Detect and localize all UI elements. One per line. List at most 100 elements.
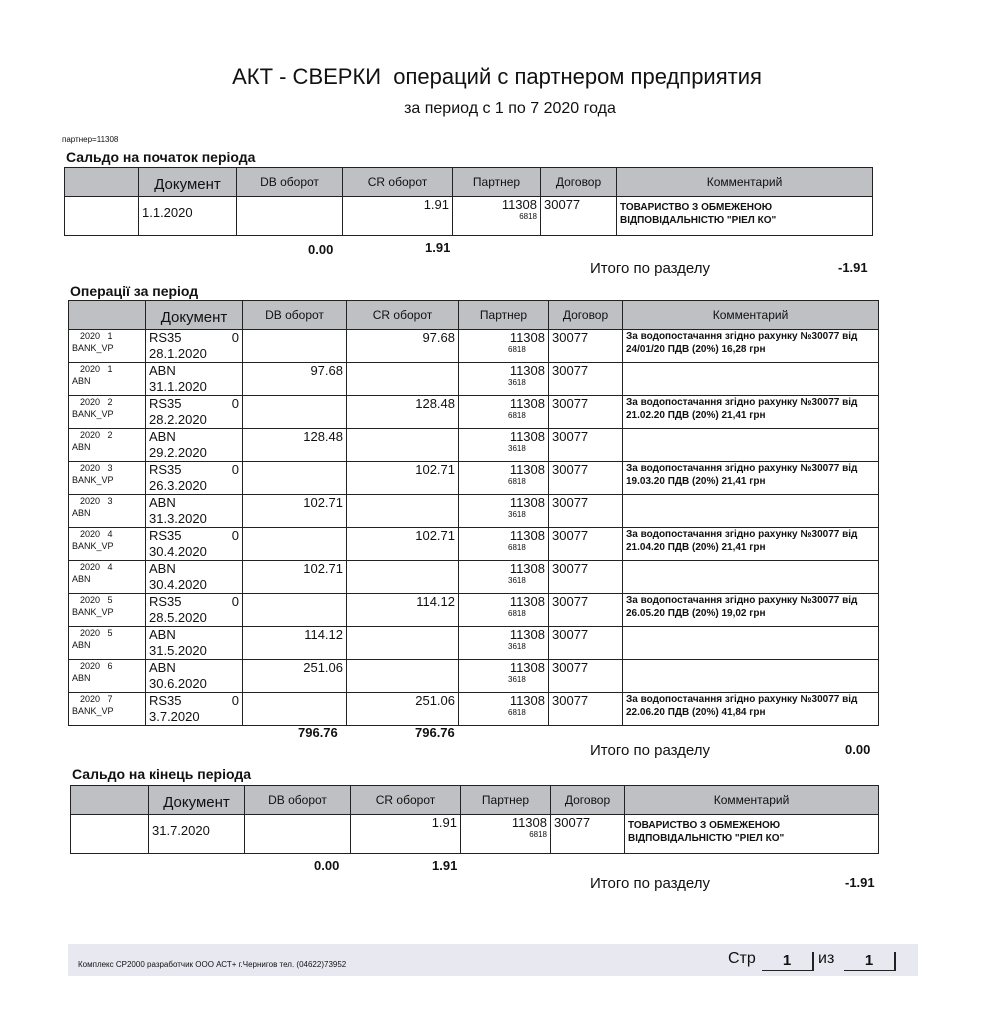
of-label: из [818,950,835,967]
cell-doc: RS35 0 26.3.2020 [145,461,243,495]
cell-partner: 11308 3618 [458,494,549,528]
cell-db: 251.06 [242,659,347,693]
cell-ref: 2020 2 ABN [68,428,146,462]
cell-ref: 2020 1 ABN [68,362,146,396]
col-header-partner: Партнер [452,167,541,197]
col-header-cr: CR оборот [350,785,461,815]
cell-db: 114.12 [242,626,347,660]
cell-db [242,395,347,429]
cell-doc: RS35 0 28.1.2020 [145,329,243,363]
cell-comment: За водопостачання згідно рахунку №30077 … [622,593,879,627]
cell-db [242,329,347,363]
operations-table: Документ DB оборот CR оборот Партнер Договор… [68,300,879,726]
doc-number: 0 [231,594,239,610]
cell-partner: 11308 3618 [458,560,549,594]
cell-partner: 11308 6818 [458,692,549,726]
ref-period: 2020 4 [80,562,113,572]
table-row: 2020 5 BANK_VP RS35 0 28.5.2020 114.12 1130… [68,593,879,627]
cell-partner: 11308 3618 [458,626,549,660]
cell-contract: 30077 [548,329,623,363]
doc-type: RS35 [149,462,182,478]
cell-cr: 102.71 [346,527,459,561]
doc-date: 31.5.2020 [149,643,207,658]
table-row: 2020 4 ABN ABN 30.4.2020 102.71 11308 3618 … [68,560,879,594]
cell-cr [346,362,459,396]
cell-doc: ABN 29.2.2020 [145,428,243,462]
cell-comment [622,626,879,660]
col-header-blank [64,167,139,197]
partner-sub: 6818 [508,345,526,354]
doc-type: RS35 [149,528,182,544]
ref-source: BANK_VP [72,541,114,551]
partner-code: 11308 [509,594,545,610]
cell-doc: ABN 30.6.2020 [145,659,243,693]
cell-contract: 30077 [548,593,623,627]
partner-code: 11308 [501,197,537,213]
cell-db [242,527,347,561]
doc-date: 3.7.2020 [149,709,200,724]
ref-period: 2020 2 [80,397,113,407]
partner-sub: 6818 [519,212,537,221]
operations-total-db: 796.76 [298,725,338,740]
doc-type: ABN [149,429,176,445]
doc-date: 28.5.2020 [149,610,207,625]
table-row: 2020 2 BANK_VP RS35 0 28.2.2020 128.48 1130… [68,395,879,429]
partner-code: 11308 [509,330,545,346]
cell-partner: 11308 6818 [458,329,549,363]
page-number: 1 [762,952,814,971]
cell-comment [622,362,879,396]
doc-type: ABN [149,561,176,577]
table-row: 2020 6 ABN ABN 30.6.2020 251.06 11308 3618 … [68,659,879,693]
cell-contract: 30077 [548,527,623,561]
col-header-comment: Комментарий [624,785,879,815]
col-header-db: DB оборот [244,785,351,815]
operations-itogo-value: 0.00 [845,742,871,757]
partner-code: 11308 [509,396,545,412]
cell-contract: 30077 [548,626,623,660]
document-title: АКТ - СВЕРКИ операций с партнером предпр… [232,64,762,89]
ref-period: 2020 5 [80,628,113,638]
col-header-doc: Документ [138,167,237,197]
operations-total-cr: 796.76 [415,725,455,740]
partner-code: 11308 [509,660,545,676]
doc-type: RS35 [149,330,182,346]
cell-db: 128.48 [242,428,347,462]
ref-source: ABN [72,640,91,650]
partner-code: 11308 [511,815,547,831]
ref-period: 2020 3 [80,463,113,473]
opening-itogo-value: -1.91 [838,260,868,275]
cell-db [242,692,347,726]
cell-partner: 11308 3618 [458,362,549,396]
cell-db [244,814,351,854]
opening-heading: Сальдо на початок періода [66,149,256,165]
doc-type: RS35 [149,396,182,412]
operations-heading: Операції за період [70,283,199,299]
cell-db: 102.71 [242,494,347,528]
partner-sub: 6818 [529,830,547,839]
cell-cr [346,560,459,594]
partner-sub: 6818 [508,609,526,618]
doc-date: 29.2.2020 [149,445,207,460]
closing-total-db: 0.00 [314,858,340,873]
cell-doc: RS35 0 3.7.2020 [145,692,243,726]
opening-table: Документ DB оборот CR оборот Партнер Договор… [64,167,873,236]
cell-ref: 2020 6 ABN [68,659,146,693]
ref-source: BANK_VP [72,607,114,617]
opening-total-cr: 1.91 [425,240,451,255]
cell-partner: 11308 6818 [458,593,549,627]
cell-comment: За водопостачання згідно рахунку №30077 … [622,527,879,561]
ref-source: ABN [72,508,91,518]
partner-code: 11308 [509,528,545,544]
doc-date: 31.1.2020 [149,379,207,394]
cell-contract: 30077 [548,395,623,429]
ref-source: BANK_VP [72,475,114,485]
cell-comment: ТОВАРИСТВО З ОБМЕЖЕНОЮ ВІДПОВІДАЛЬНІСТЮ … [616,196,873,236]
cell-cr: 1.91 [342,196,453,236]
cell-contract: 30077 [550,814,625,854]
cell-partner: 11308 6818 [458,461,549,495]
doc-type: ABN [149,363,176,379]
table-row: 1.1.2020 1.91 11308 6818 30077 ТОВАРИСТВО… [64,196,873,236]
cell-cr: 251.06 [346,692,459,726]
partner-sub: 3618 [508,378,526,387]
col-header-partner: Партнер [460,785,551,815]
